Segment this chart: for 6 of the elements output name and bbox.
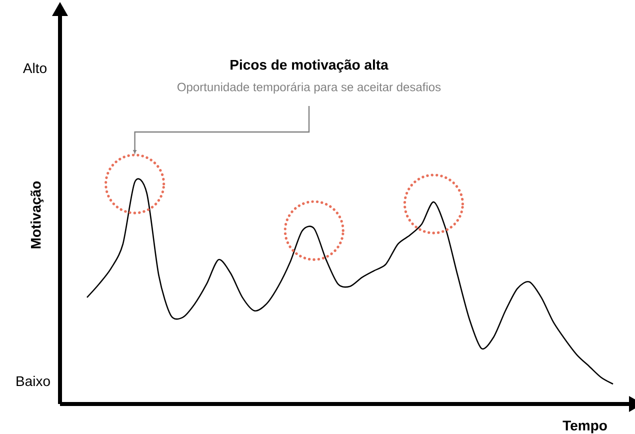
text: Picos de motivação alta [230,59,388,73]
y-axis-title: Motivação [30,181,44,248]
text: Baixo [16,376,50,386]
text: Alto [22,62,46,74]
text: Oportunidade temporária para se aceitar desafios [177,82,441,94]
x-axis-title: Tempo [562,420,607,434]
